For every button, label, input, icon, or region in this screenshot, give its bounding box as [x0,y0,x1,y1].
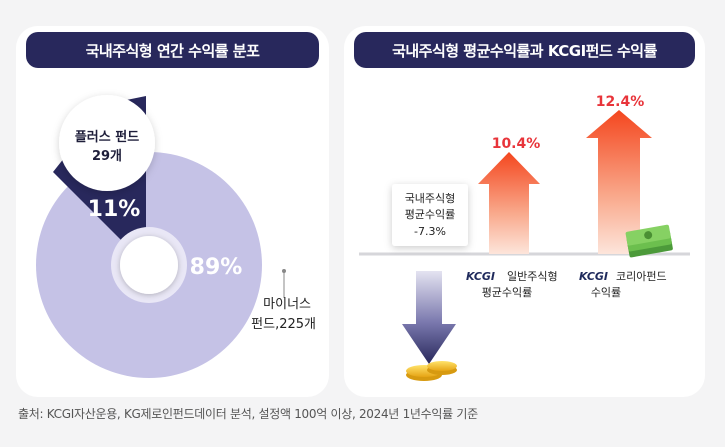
avg-box-line1: 국내주식형 [405,192,456,205]
donut-hole [120,236,178,294]
avg-return-arrow [402,271,456,364]
korea-fund-arrow [586,110,652,254]
korea-fund-label-2: 수익률 [591,286,621,299]
korea-fund-label-1: 코리아펀드 [616,270,667,283]
money-stack-icon [625,224,673,258]
minus-fund-label: 마이너스 [263,297,311,312]
korea-fund-value: 12.4% [596,94,645,110]
arrow-chart: 10.4% 12.4% 국내주식형 평균수익률 -7.3% KCGI 일반주식형… [359,94,690,381]
minus-fund-count: 펀드,225개 [251,317,316,332]
return-comparison-panel: 국내주식형 평균수익률과 KCGI펀드 수익률 [344,26,705,397]
distribution-title: 국내주식형 연간 수익률 분포 [26,32,319,68]
avg-return-box [392,184,468,246]
avg-box-line2: 평균수익률 [405,208,456,221]
plus-fund-count: 29개 [92,149,122,164]
kcgi-logo-2: KCGI [579,270,608,283]
kcgi-logo-1: KCGI [466,270,495,283]
plus-pct-label: 11% [88,197,141,222]
minus-leader-dot [282,269,286,273]
general-fund-arrow [478,152,540,254]
general-fund-label-1: 일반주식형 [507,269,558,283]
donut-chart: 플러스 펀드 29개 11% 89% 마이너스 펀드,225개 [36,95,316,378]
plus-fund-callout [59,95,155,191]
source-footnote: 출처: KCGI자산운용, KG제로인펀드데이터 분석, 설정액 100억 이상… [18,407,478,421]
plus-fund-label: 플러스 펀드 [75,129,139,145]
distribution-panel: 국내주식형 연간 수익률 분포 플러스 펀드 29개 11% 89% 마이너스 … [16,26,329,397]
general-fund-value: 10.4% [492,136,541,152]
general-fund-label-2: 평균수익률 [482,286,533,299]
return-comparison-title: 국내주식형 평균수익률과 KCGI펀드 수익률 [354,32,695,68]
minus-pct-label: 89% [190,255,243,280]
avg-box-value: -7.3% [414,225,446,238]
coin-stack-icon [406,361,457,381]
